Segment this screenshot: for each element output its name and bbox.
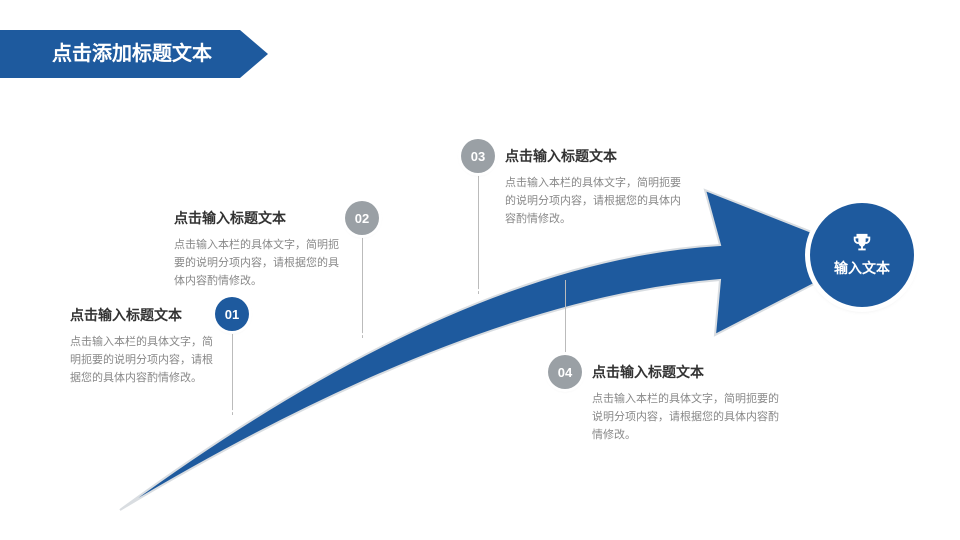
arrow-dot (357, 333, 367, 343)
step-badge-03: 03 (461, 139, 495, 173)
arrow-dot (473, 289, 483, 299)
connector-line (478, 156, 479, 294)
step-heading: 点击输入标题文本 (505, 146, 685, 166)
step-body: 点击输入本栏的具体文字，简明扼要的说明分项内容，请根据您的具体内容酌情修改。 (592, 390, 782, 444)
diagram-stage: 01020304 点击输入标题文本点击输入本栏的具体文字，简明扼要的说明分项内容… (0, 0, 960, 540)
step-heading: 点击输入标题文本 (592, 362, 782, 382)
step-block-s2: 点击输入标题文本点击输入本栏的具体文字，简明扼要的说明分项内容，请根据您的具体内… (174, 208, 342, 290)
step-badge-04: 04 (548, 355, 582, 389)
target-label: 输入文本 (834, 258, 890, 278)
step-badge-02: 02 (345, 201, 379, 235)
step-body: 点击输入本栏的具体文字，简明扼要的说明分项内容，请根据您的具体内容酌情修改。 (70, 333, 218, 387)
connector-line (362, 218, 363, 338)
step-body: 点击输入本栏的具体文字，简明扼要的说明分项内容，请根据您的具体内容酌情修改。 (174, 236, 342, 290)
step-block-s1: 点击输入标题文本点击输入本栏的具体文字，简明扼要的说明分项内容，请根据您的具体内… (70, 305, 218, 387)
step-block-s3: 点击输入标题文本点击输入本栏的具体文字，简明扼要的说明分项内容，请根据您的具体内… (505, 146, 685, 228)
step-badge-01: 01 (215, 297, 249, 331)
step-heading: 点击输入标题文本 (70, 305, 218, 325)
step-block-s4: 点击输入标题文本点击输入本栏的具体文字，简明扼要的说明分项内容，请根据您的具体内… (592, 362, 782, 444)
step-body: 点击输入本栏的具体文字，简明扼要的说明分项内容，请根据您的具体内容酌情修改。 (505, 174, 685, 228)
arrow-dot (227, 410, 237, 420)
slide-root: 点击添加标题文本 01020304 点击输入标题文本点击输入本栏的具体文字，简明… (0, 0, 960, 540)
target-circle: 输入文本 (810, 203, 914, 307)
step-heading: 点击输入标题文本 (174, 208, 342, 228)
trophy-icon (851, 232, 873, 254)
